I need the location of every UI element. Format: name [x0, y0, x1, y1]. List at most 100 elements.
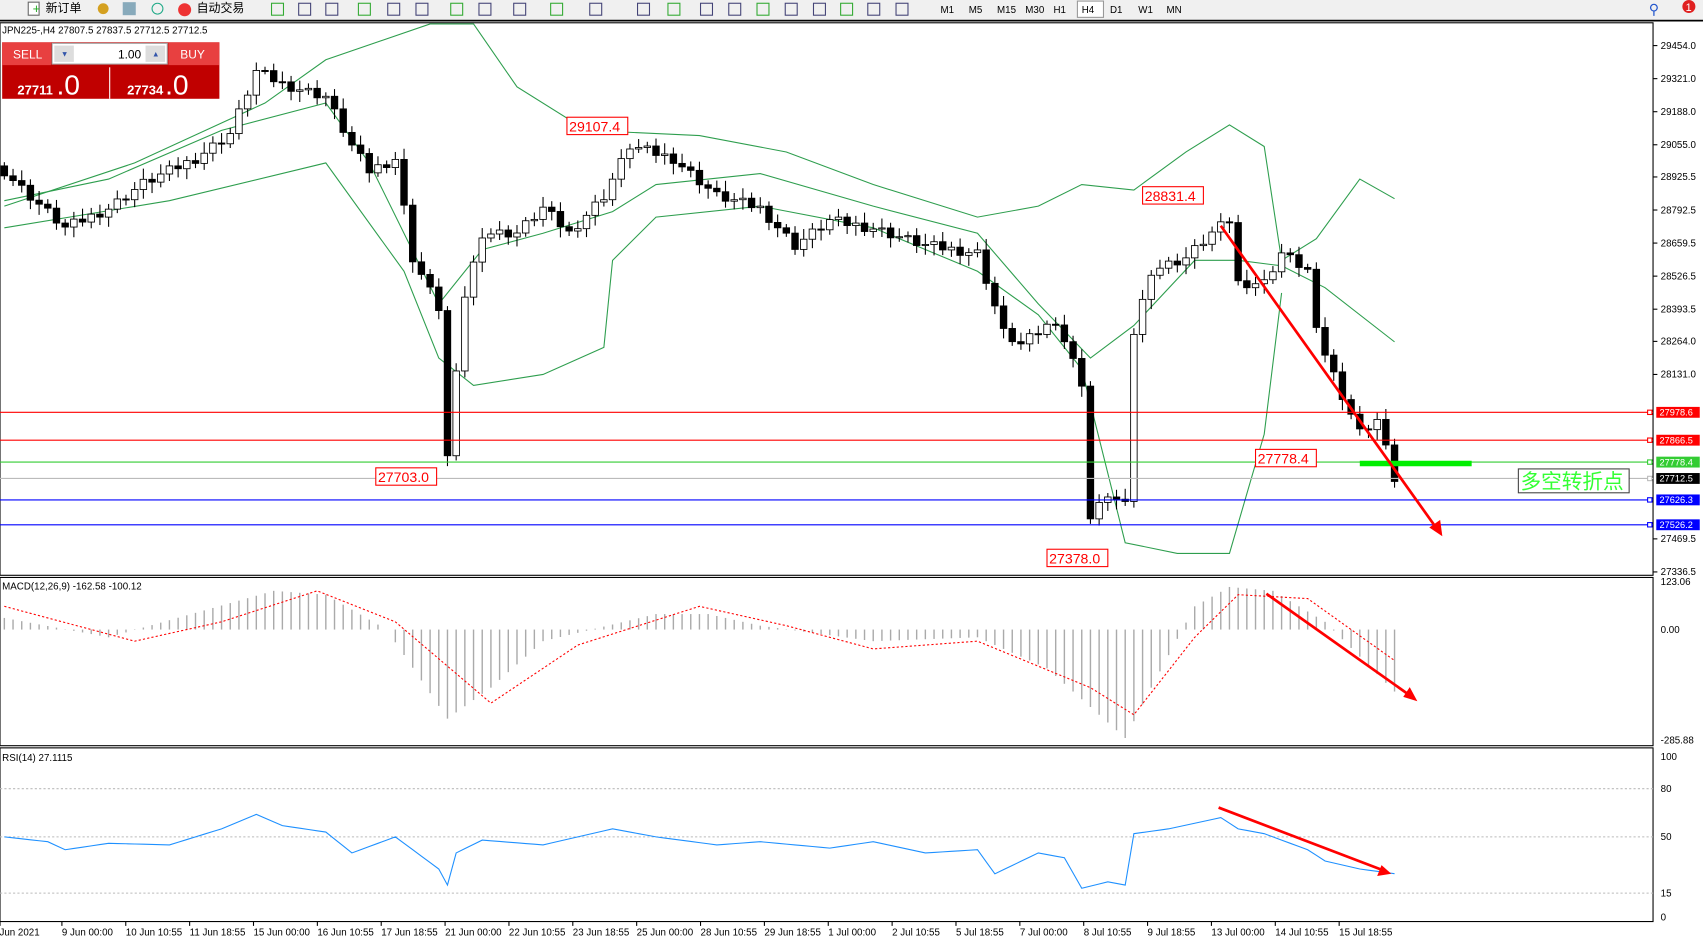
price-annotation-box: [1142, 186, 1204, 205]
bear-candle: [713, 187, 721, 193]
macd-label: MACD(12,26,9) -162.58 -100.12: [2, 581, 142, 592]
buy-button[interactable]: [168, 42, 220, 66]
new-order-button[interactable]: + 新订单: [27, 0, 82, 16]
bear-candle: [339, 108, 347, 133]
lot-size-input[interactable]: [51, 42, 168, 65]
time-tick-label: 9 Jun 00:00: [62, 928, 114, 939]
buy-price[interactable]: 27734.0: [127, 68, 189, 100]
timeframe-M5[interactable]: M5: [969, 5, 983, 16]
bear-candle: [356, 144, 365, 154]
time-tick-label: 1 Jul 00:00: [828, 928, 876, 939]
bear-candle: [678, 162, 686, 168]
signal-text-box: [1517, 468, 1630, 494]
bull-candle: [617, 158, 625, 180]
lot-decrease-button[interactable]: [54, 45, 74, 62]
bull-candle: [513, 232, 521, 238]
bear-candle: [782, 227, 791, 234]
bear-candle: [382, 164, 391, 168]
price-level-tag: [1656, 434, 1700, 446]
time-tick-label: 11 Jun 18:55: [190, 928, 246, 939]
bull-candle: [626, 148, 634, 160]
price-annotation: 27778.4: [1258, 450, 1309, 466]
svg-text:27711: 27711: [17, 82, 52, 97]
macd-axis-label: -285.88: [1661, 736, 1694, 747]
timeframe-D1[interactable]: D1: [1110, 5, 1122, 16]
timeframe-W1[interactable]: W1: [1138, 5, 1153, 16]
toolbar-tool-icon: [589, 2, 603, 16]
price-annotation-box: [1254, 448, 1317, 468]
bull-candle: [756, 205, 764, 209]
time-tick-label: 25 Jun 00:00: [637, 928, 694, 939]
bear-candle: [1321, 327, 1329, 356]
toolbar-tool-icon: [784, 2, 798, 16]
terminal-icon[interactable]: [122, 2, 136, 16]
bull-candle: [87, 213, 95, 223]
bull-candle: [574, 228, 582, 232]
toolbar-tool-icon: [667, 2, 681, 16]
timeframe-H4[interactable]: H4: [1082, 5, 1095, 16]
level-handle: [1647, 409, 1653, 416]
bear-candle: [1295, 254, 1303, 268]
toolbar-tool-icon: [550, 2, 564, 16]
bear-candle: [1008, 328, 1016, 343]
bull-candle: [1156, 267, 1164, 276]
auto-trading-button[interactable]: 自动交易: [178, 0, 245, 17]
bull-candle: [165, 165, 174, 175]
price-annotation-box: [566, 116, 629, 136]
bear-candle: [417, 261, 426, 275]
bull-candle: [834, 216, 843, 221]
bull-candle: [660, 153, 669, 156]
bull-candle: [209, 142, 217, 154]
sell-button[interactable]: [2, 42, 52, 66]
bear-candle: [78, 218, 87, 223]
bear-candle: [1312, 268, 1321, 328]
bull-candle: [826, 219, 834, 231]
search-icon[interactable]: ⚲: [1649, 1, 1659, 17]
bull-candle: [1025, 333, 1034, 345]
bear-candle: [1017, 341, 1025, 345]
bull-candle: [530, 218, 539, 222]
arrow-head-icon: [1429, 519, 1443, 537]
price-level-value: 27866.5: [1660, 435, 1693, 445]
rsi-panel[interactable]: [0, 747, 1654, 923]
bear-candle: [26, 184, 35, 201]
price-annotation: 29107.4: [569, 118, 620, 134]
svg-text:.0: .0: [165, 68, 189, 100]
bull-candle: [1191, 245, 1199, 259]
bear-candle: [1286, 252, 1294, 256]
signals-icon[interactable]: [151, 2, 164, 15]
bull-candle: [1164, 260, 1173, 269]
arrow-head-icon: [1403, 687, 1418, 702]
toolbar-tool-icon: [270, 2, 285, 16]
timeframe-M30[interactable]: M30: [1025, 5, 1045, 16]
rsi-trend-arrow: [1218, 806, 1385, 872]
timeframe-H1[interactable]: H1: [1054, 5, 1066, 16]
bull-candle: [608, 178, 617, 201]
bear-candle: [35, 199, 43, 205]
price-annotation: 27378.0: [1049, 550, 1100, 566]
timeframe-MN[interactable]: MN: [1166, 5, 1181, 16]
bull-candle: [521, 220, 530, 234]
timeframe-M15[interactable]: M15: [997, 5, 1017, 16]
bull-candle: [1269, 271, 1277, 281]
bear-candle: [956, 246, 964, 256]
bear-candle: [939, 241, 947, 251]
auto-trading-label: 自动交易: [197, 0, 245, 15]
rsi-label: RSI(14) 27.1115: [2, 753, 73, 764]
timeframe-M1[interactable]: M1: [941, 5, 955, 16]
bull-candle: [183, 160, 191, 170]
metaeditor-icon[interactable]: [97, 3, 109, 15]
sell-price[interactable]: 27711 .0: [17, 68, 80, 100]
notification-badge[interactable]: [1682, 0, 1696, 14]
main-chart-panel[interactable]: [0, 22, 1654, 576]
toolbar-tool-icon: [812, 2, 826, 16]
bear-candle: [1382, 419, 1390, 446]
lot-increase-button[interactable]: [145, 45, 166, 62]
bear-candle: [1243, 280, 1251, 289]
price-tick-label: 27469.5: [1661, 534, 1697, 545]
level-handle: [1647, 437, 1653, 443]
bull-candle: [200, 152, 208, 164]
macd-axis-label: 0.00: [1661, 625, 1681, 636]
macd-trend-arrow: [1265, 592, 1413, 698]
